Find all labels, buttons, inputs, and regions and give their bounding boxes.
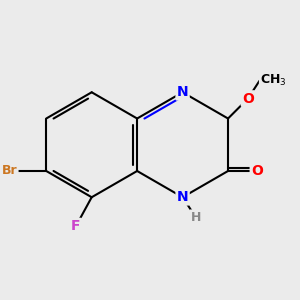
Text: O: O [242, 92, 254, 106]
Text: N: N [177, 190, 188, 204]
Text: O: O [251, 164, 263, 178]
Text: Br: Br [2, 164, 17, 178]
Text: N: N [177, 85, 188, 99]
Text: CH$_3$: CH$_3$ [260, 73, 286, 88]
Text: H: H [190, 211, 201, 224]
Text: F: F [71, 219, 81, 233]
